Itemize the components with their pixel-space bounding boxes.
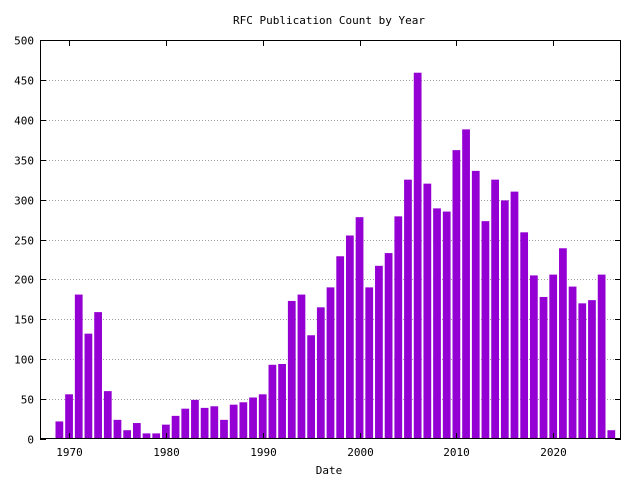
bar — [132, 423, 141, 439]
bar — [510, 191, 519, 439]
bar — [65, 394, 73, 439]
bar — [239, 402, 248, 439]
bar — [491, 179, 499, 439]
bar — [258, 394, 267, 439]
bar — [307, 335, 316, 439]
bar — [142, 433, 151, 439]
bar — [74, 294, 83, 439]
bar — [297, 294, 306, 439]
bar — [113, 419, 122, 439]
plot-frame — [40, 40, 621, 439]
bar — [413, 72, 422, 439]
bar — [568, 286, 577, 439]
y-tick-label: 450 — [14, 75, 34, 88]
x-tick-label: 2010 — [443, 446, 470, 459]
bar — [191, 399, 199, 439]
y-tick-label: 400 — [14, 115, 34, 128]
bar — [471, 170, 480, 439]
x-axis-label: Date — [316, 464, 343, 477]
bar — [588, 300, 596, 439]
y-tick-label: 100 — [14, 354, 34, 367]
bar — [123, 430, 132, 439]
y-tick-label: 200 — [14, 274, 34, 287]
bar — [84, 333, 93, 439]
gridlines — [40, 80, 621, 400]
bar — [210, 406, 219, 439]
bar — [452, 150, 461, 439]
bar — [549, 274, 558, 439]
bar — [365, 287, 374, 439]
bar — [268, 364, 277, 439]
y-tick-label: 0 — [27, 434, 34, 447]
bar — [578, 303, 587, 439]
y-tick-label: 250 — [14, 235, 34, 248]
bar — [249, 397, 257, 439]
x-tick-label: 1970 — [56, 446, 83, 459]
bar — [394, 216, 403, 439]
bar — [481, 221, 490, 439]
bar — [520, 232, 529, 439]
bar — [94, 312, 102, 439]
bar — [375, 265, 383, 439]
bar — [326, 287, 335, 439]
y-tick-label: 150 — [14, 314, 34, 327]
bar — [529, 275, 538, 439]
bar — [181, 408, 190, 439]
bar — [355, 217, 364, 439]
bar — [229, 404, 238, 439]
bar — [384, 253, 393, 439]
bar — [442, 211, 451, 439]
bar — [162, 424, 170, 439]
bar — [336, 256, 345, 439]
bar — [433, 208, 441, 439]
bar — [404, 179, 412, 439]
bar — [278, 363, 286, 439]
bar — [597, 274, 606, 439]
y-tick-label: 500 — [14, 35, 34, 48]
bar — [220, 419, 228, 439]
y-tick-label: 300 — [14, 195, 34, 208]
x-tick-label: 2000 — [347, 446, 374, 459]
bar — [345, 235, 354, 439]
y-tick-label: 50 — [21, 394, 34, 407]
bars — [45, 72, 616, 439]
bar — [423, 183, 432, 439]
x-tick-label: 1990 — [250, 446, 277, 459]
bar — [103, 391, 112, 439]
bar — [559, 248, 567, 439]
bar — [316, 307, 325, 439]
y-tick-label: 350 — [14, 155, 34, 168]
bar — [500, 200, 509, 439]
bar — [152, 433, 161, 439]
bar — [462, 129, 470, 439]
bar — [200, 407, 209, 439]
bar — [171, 415, 180, 439]
bar — [539, 296, 548, 439]
chart-title: RFC Publication Count by Year — [233, 14, 425, 27]
bar — [55, 421, 64, 439]
bar — [607, 430, 616, 439]
bar — [287, 300, 296, 439]
x-tick-label: 1980 — [153, 446, 180, 459]
x-tick-label: 2020 — [540, 446, 567, 459]
